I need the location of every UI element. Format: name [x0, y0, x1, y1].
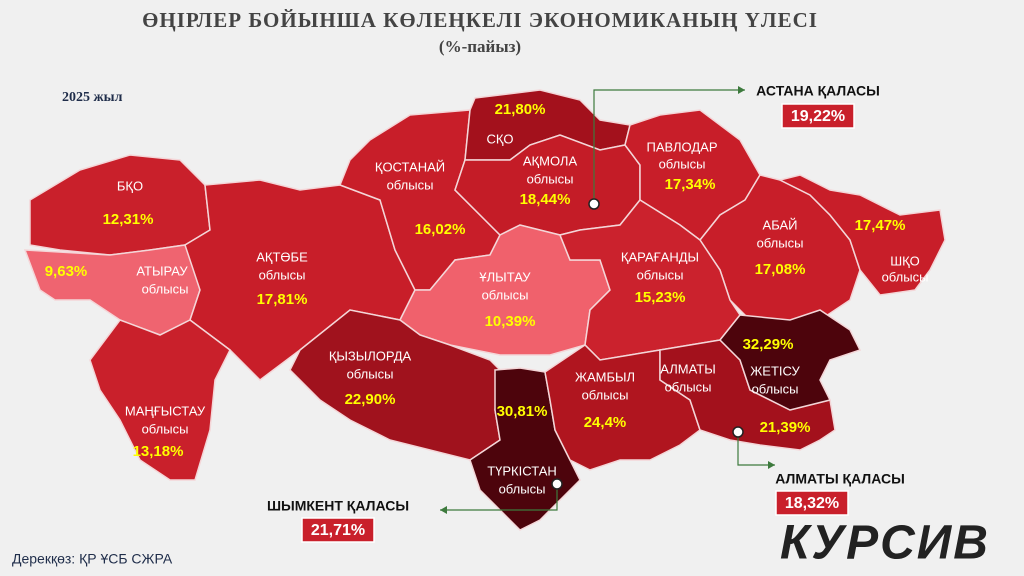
city-name: АЛМАТЫ ҚАЛАСЫ [775, 471, 905, 487]
city-dot [732, 426, 744, 438]
region-name: облысы [387, 177, 434, 192]
year: 2025 жыл [62, 90, 123, 105]
region-name: ҚОСТАНАЙ [375, 159, 445, 174]
map: БҚО 12,31% АТЫРАУ облысы 9,63% АҚТӨБЕ облысы 17… [23, 89, 946, 531]
title: ӨҢІРЛЕР БОЙЫНША КӨЛЕҢКЕЛІ ЭКОНОМИКАНЫҢ Ү… [142, 8, 818, 32]
leader-line [593, 89, 745, 204]
region [777, 174, 946, 296]
region-value: 21,80% [495, 101, 546, 118]
region-name: облысы [142, 281, 189, 296]
region-name: ЖАМБЫЛ [575, 369, 635, 384]
region-name: облысы [482, 287, 529, 302]
region-name: БҚО [117, 178, 143, 193]
region-name: ПАВЛОДАР [646, 139, 717, 154]
region-value: 32,29% [743, 336, 794, 353]
region-name: ЖЕТІСУ [750, 363, 800, 378]
city-value: 19,22% [791, 108, 845, 125]
region-name: АТЫРАУ [136, 263, 188, 278]
region [89, 319, 231, 481]
region-value: 22,90% [345, 391, 396, 408]
region-name: облысы [882, 269, 929, 284]
region-value: 13,18% [133, 443, 184, 460]
region-name: облысы [637, 267, 684, 282]
region-name: ҚЫЗЫЛОРДА [329, 348, 412, 363]
region-value: 16,02% [415, 221, 466, 238]
region-value: 21,39% [760, 419, 811, 436]
city-value: 21,71% [311, 522, 365, 539]
region-value: 24,4% [584, 414, 627, 431]
region-value: 18,44% [520, 191, 571, 208]
region-name: облысы [259, 267, 306, 282]
region-value: 17,81% [257, 291, 308, 308]
region-name: ТҮРКІСТАН [487, 463, 557, 478]
leader-line [737, 432, 775, 466]
city-value-box [301, 517, 375, 543]
region-name: облысы [757, 235, 804, 250]
region-name: ҰЛЫТАУ [479, 269, 531, 284]
leader-line [440, 484, 558, 511]
region-name: АҚМОЛА [523, 153, 578, 168]
region-value: 17,47% [855, 217, 906, 234]
region-value: 15,23% [635, 289, 686, 306]
city-name: АСТАНА ҚАЛАСЫ [756, 83, 880, 99]
city-dot [551, 478, 563, 490]
region-value: 10,39% [485, 313, 536, 330]
region-value: 17,34% [665, 176, 716, 193]
region-name: облысы [142, 421, 189, 436]
region-name: АБАЙ [763, 217, 798, 232]
region-value: 12,31% [103, 211, 154, 228]
region-name: АҚТӨБЕ [256, 249, 308, 264]
region-name: облысы [347, 366, 394, 381]
region-name: облысы [752, 381, 799, 396]
city-value: 18,32% [785, 495, 839, 512]
region-name: облысы [659, 156, 706, 171]
city-dot [588, 198, 600, 210]
region [544, 344, 701, 471]
region-name: облысы [582, 387, 629, 402]
region-name: ҚАРАҒАНДЫ [621, 249, 699, 264]
leader-arrow [440, 506, 447, 514]
logo: КУРСИВ [780, 517, 990, 570]
region-name: ШҚО [890, 253, 920, 268]
region-name: облысы [665, 379, 712, 394]
region-value: 9,63% [45, 263, 88, 280]
leader-arrow [768, 461, 775, 469]
region-name: облысы [527, 171, 574, 186]
region [718, 309, 862, 411]
cities: АСТАНА ҚАЛАСЫ 19,22% АЛМАТЫ ҚАЛАСЫ 18,32% ШЫ… [267, 83, 905, 543]
region-value: 30,81% [497, 403, 548, 420]
subtitle: (%-пайыз) [439, 37, 521, 56]
region-name: АЛМАТЫ [660, 361, 715, 376]
region-value: 17,08% [755, 261, 806, 278]
region-name: облысы [499, 481, 546, 496]
region-name: СҚО [486, 131, 513, 146]
region-name: МАҢҒЫСТАУ [125, 403, 206, 418]
city-value-box [775, 490, 849, 516]
city-value-box [781, 103, 855, 129]
city-name: ШЫМКЕНТ ҚАЛАСЫ [267, 498, 409, 514]
source: Дерекқөз: ҚР ҰСБ СЖРА [12, 551, 173, 567]
leader-arrow [738, 86, 745, 94]
